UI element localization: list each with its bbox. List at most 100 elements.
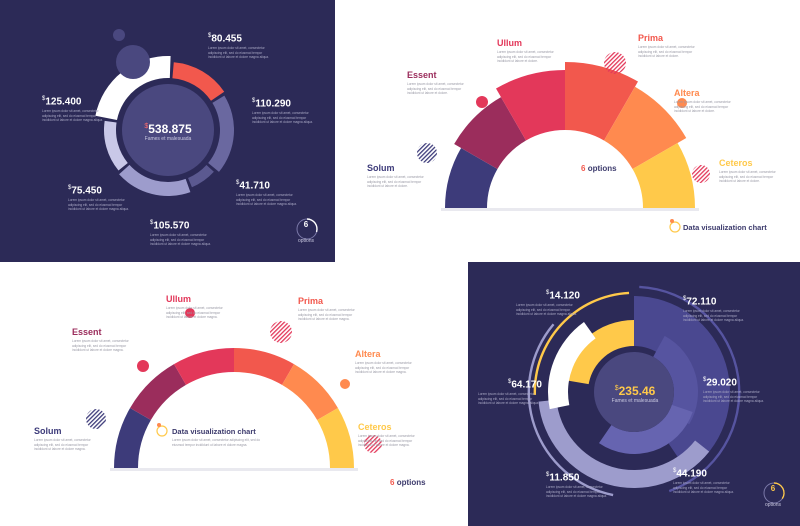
donut-slice-3 [188,164,214,188]
value-description-5: Lorem ipsum dolor sit amet, consectetur … [546,485,607,499]
currency-symbol: $ [144,123,149,130]
options-center-text: 6 options [581,164,617,173]
radial-chart-panel: $14.120 Lorem ipsum dolor sit amet, conse… [468,262,800,526]
category-label-essent: Essent [72,327,102,337]
value-description-1: Lorem ipsum dolor sit amet, consectetur … [516,303,577,317]
category-label-solum: Solum [367,163,395,173]
category-description-essent: Lorem ipsum dolor sit amet, consectetur … [72,339,129,353]
total-value: 538.875 [148,122,192,136]
semi-donut-chart-a [417,52,710,233]
hatched-decor-circle-3 [364,435,382,453]
center-caption: Fames et malesuada [611,398,659,404]
hatched-decor-circle-1 [86,409,106,429]
chart-baseline [110,468,358,471]
chart-caption: Data visualization chart [172,427,256,436]
semi-donut-slice-6 [317,408,354,468]
category-label-ullum: Ullum [497,38,523,48]
category-description-solum: Lorem ipsum dolor sit amet, consectetur … [34,438,91,452]
options-count: 6 [303,220,309,229]
hatched-decor-circle-1 [417,143,437,163]
decor-dot-1 [137,360,149,372]
value-label-3: $29.020 [703,377,737,389]
options-label: options [587,164,617,173]
options-label: options [297,238,315,244]
chart-icon [156,425,168,437]
semi-donut-slice-1 [114,408,151,468]
radial-arc-6 [548,322,596,410]
decor-dot-1 [476,96,488,108]
decorative-circle [116,45,150,79]
value-description-6: Lorem ipsum dolor sit amet, consectetur … [42,109,103,123]
options-label: options [396,478,426,487]
semi-donut-slice-6 [632,143,695,208]
semi-donut-slice-4 [565,62,638,141]
semi-donut-slice-5 [282,364,338,420]
category-description-essent: Lorem ipsum dolor sit amet, consectetur … [407,82,464,96]
value-label-2: $110.290 [252,98,291,110]
donut-center-value: $538.875 Fames et malesuada [120,122,216,142]
category-label-altera: Altera [355,349,381,359]
value-description-4: Lorem ipsum dolor sit amet, consectetur … [150,233,211,247]
donut-chart-panel: $80.455 Lorem ipsum dolor sit amet, conse… [0,0,335,262]
options-label: options [764,502,782,508]
options-badge: 6 options [760,484,786,508]
options-footer-text: 6 options [390,478,426,487]
chart-icon [669,221,681,233]
options-count: 6 [581,164,586,173]
options-ring-progress [774,482,785,500]
donut-slice-4 [119,164,191,196]
decorative-dot [113,29,125,41]
donut-center [122,84,214,176]
chart-caption: Data visualization chart [683,223,767,232]
category-description-altera: Lorem ipsum dolor sit amet, consectetur … [355,361,412,375]
value-label-6: $64.170 [508,379,542,391]
category-description-altera: Lorem ipsum dolor sit amet, consectetur … [674,100,731,114]
radial-chart [527,285,785,504]
hatched-decor-circle-2 [604,52,626,74]
category-description-solum: Lorem ipsum dolor sit amet, consectetur … [367,175,424,189]
category-label-prima: Prima [298,296,324,306]
semi-donut-slice-4 [234,348,294,385]
value-label-2: $72.110 [683,296,717,308]
value-description-5: Lorem ipsum dolor sit amet, consectetur … [68,198,129,212]
semi-donut-slice-3 [496,70,565,141]
semi-donut-slice-3 [174,348,234,385]
category-description-ullum: Lorem ipsum dolor sit amet, consectetur … [166,306,223,320]
radial-arc-1 [563,320,634,385]
radial-center-value: $235.46 Fames et malesuada [590,384,680,404]
category-description-ceteros: Lorem ipsum dolor sit amet, consectetur … [358,434,415,448]
category-label-prima: Prima [638,33,664,43]
radial-outer-line-3 [527,323,614,497]
value-label-1: $80.455 [208,33,242,45]
hatched-decor-circle-3 [692,165,710,183]
hatched-decor-circle-2 [270,321,292,343]
category-label-altera: Altera [674,88,700,98]
options-count: 6 [770,484,776,493]
semi-donut-panel-b: Solum Lorem ipsum dolor sit amet, consect… [0,262,468,526]
value-label-5: $75.450 [68,185,102,197]
options-ring-progress [307,218,318,233]
semi-donut-slice-2 [130,364,186,420]
category-label-ullum: Ullum [166,294,192,304]
caption-description: Lorem ipsum dolor sit amet, consectetur … [172,438,261,447]
category-description-prima: Lorem ipsum dolor sit amet, consectetur … [638,45,695,59]
value-description-6: Lorem ipsum dolor sit amet, consectetur … [478,392,539,406]
value-description-2: Lorem ipsum dolor sit amet, consectetur … [252,111,313,125]
decor-dot-3 [340,379,350,389]
currency-symbol: $ [614,385,619,392]
chart-icon-dot [670,219,674,223]
semi-donut-slice-5 [604,86,687,169]
category-label-ceteros: Ceteros [358,422,392,432]
semi-donut-panel-a: Solum Lorem ipsum dolor sit amet, consect… [335,0,800,262]
value-label-1: $14.120 [546,290,580,302]
value-description-4: Lorem ipsum dolor sit amet, consectetur … [673,481,734,495]
decor-dot-2 [185,308,195,318]
radial-arc-5 [538,399,710,488]
value-label-3: $41.710 [236,180,270,192]
value-description-3: Lorem ipsum dolor sit amet, consectetur … [236,193,297,207]
decor-dot-3 [677,98,687,108]
donut-chart [95,29,318,240]
category-description-ullum: Lorem ipsum dolor sit amet, consectetur … [497,50,554,64]
value-label-6: $125.400 [42,96,82,108]
semi-donut-slice-2 [454,97,526,169]
